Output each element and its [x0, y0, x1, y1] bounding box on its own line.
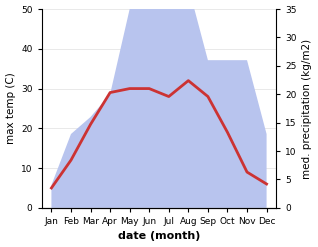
Y-axis label: med. precipitation (kg/m2): med. precipitation (kg/m2) [302, 38, 313, 179]
Y-axis label: max temp (C): max temp (C) [5, 73, 16, 144]
X-axis label: date (month): date (month) [118, 231, 200, 242]
